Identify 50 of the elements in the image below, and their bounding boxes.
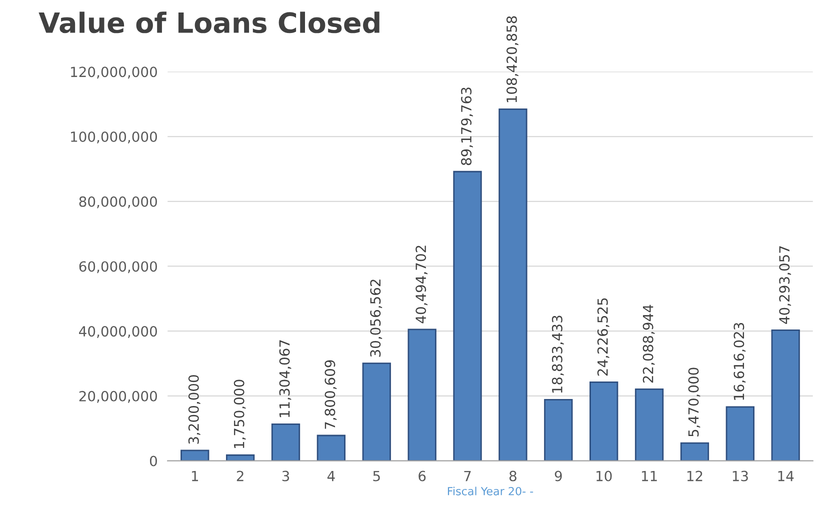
x-axis-title: Fiscal Year 20- - bbox=[448, 486, 534, 496]
data-label: 40,494,702 bbox=[416, 246, 428, 324]
x-tick-label: 14 bbox=[778, 470, 794, 482]
data-label: 22,088,944 bbox=[642, 304, 655, 383]
x-tick-label: 4 bbox=[327, 470, 335, 482]
bar bbox=[590, 382, 618, 461]
y-tick-label: 20,000,000 bbox=[79, 390, 157, 403]
data-label: 7,800,609 bbox=[324, 360, 337, 429]
bar bbox=[544, 399, 573, 461]
bar bbox=[408, 328, 436, 461]
x-tick-label: 1 bbox=[192, 470, 198, 482]
bar bbox=[498, 108, 528, 461]
x-tick-label: 10 bbox=[596, 470, 612, 482]
y-tick-label: 80,000,000 bbox=[79, 196, 157, 208]
data-label: 16,616,023 bbox=[734, 322, 746, 400]
data-label: 89,179,763 bbox=[461, 88, 473, 166]
data-label: 40,293,057 bbox=[779, 246, 792, 324]
x-tick-label: 2 bbox=[236, 470, 244, 482]
bar bbox=[180, 450, 210, 461]
x-tick-label: 5 bbox=[373, 470, 380, 482]
x-tick-label: 12 bbox=[687, 470, 702, 482]
y-tick-label: 100,000,000 bbox=[71, 132, 157, 144]
bar bbox=[771, 329, 800, 461]
x-tick-label: 11 bbox=[642, 470, 657, 482]
y-tick-label: 0 bbox=[150, 456, 157, 466]
x-tick-label: 6 bbox=[418, 470, 426, 482]
data-label: 3,200,000 bbox=[188, 375, 200, 444]
data-label: 24,226,525 bbox=[597, 298, 610, 376]
data-label: 108,420,858 bbox=[506, 16, 518, 102]
chart-title: Value of Loans Closed bbox=[38, 12, 380, 34]
data-label: 5,470,000 bbox=[688, 368, 700, 436]
data-label: 11,304,067 bbox=[279, 340, 292, 418]
bar bbox=[453, 170, 482, 461]
bar bbox=[271, 423, 300, 461]
bar bbox=[680, 442, 710, 461]
x-tick-label: 9 bbox=[554, 470, 562, 482]
bar bbox=[362, 362, 391, 461]
y-tick-label: 120,000,000 bbox=[71, 66, 157, 79]
data-label: 18,833,433 bbox=[552, 316, 564, 393]
x-tick-label: 8 bbox=[509, 470, 516, 482]
data-label: 1,750,000 bbox=[234, 380, 246, 448]
x-tick-label: 13 bbox=[732, 470, 748, 482]
y-tick-label: 40,000,000 bbox=[79, 326, 157, 338]
bar bbox=[726, 406, 754, 461]
data-label: 30,056,562 bbox=[370, 280, 382, 357]
bar bbox=[316, 434, 346, 461]
x-tick-label: 7 bbox=[464, 470, 471, 482]
y-tick-label: 60,000,000 bbox=[79, 261, 157, 274]
x-tick-label: 3 bbox=[282, 470, 290, 482]
bar bbox=[634, 388, 664, 461]
